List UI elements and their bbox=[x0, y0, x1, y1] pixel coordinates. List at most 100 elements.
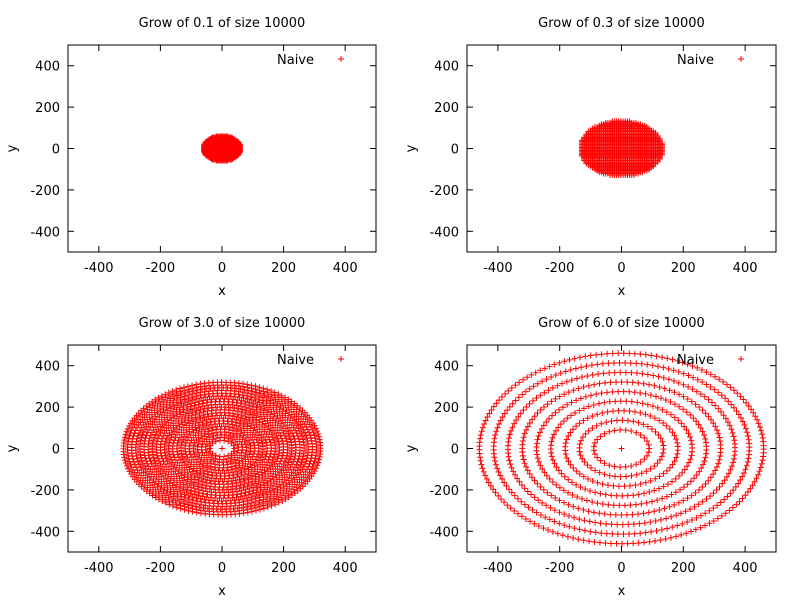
data-point bbox=[707, 493, 714, 500]
data-point bbox=[166, 451, 173, 458]
data-point bbox=[177, 411, 184, 418]
data-point bbox=[586, 518, 593, 525]
data-point bbox=[610, 502, 617, 509]
data-point bbox=[282, 435, 289, 442]
data-point bbox=[649, 498, 656, 505]
data-point bbox=[248, 397, 255, 404]
data-point bbox=[564, 415, 571, 422]
data-point bbox=[228, 418, 235, 425]
x-tick-label: -400 bbox=[84, 561, 114, 576]
data-point bbox=[742, 492, 749, 499]
data-point bbox=[621, 502, 628, 509]
data-point bbox=[295, 464, 302, 471]
data-point bbox=[651, 463, 658, 470]
data-point bbox=[688, 441, 695, 448]
data-point bbox=[692, 489, 699, 496]
x-tick-label: -200 bbox=[545, 561, 575, 576]
y-tick-label: 0 bbox=[451, 443, 459, 458]
data-point bbox=[744, 432, 751, 439]
data-point bbox=[613, 540, 620, 547]
data-point bbox=[531, 494, 538, 501]
data-point bbox=[295, 435, 302, 442]
data-point bbox=[566, 356, 573, 363]
data-point bbox=[756, 423, 763, 430]
data-point bbox=[745, 436, 752, 443]
y-tick-label: 400 bbox=[434, 60, 459, 75]
data-point bbox=[246, 451, 253, 458]
data-point bbox=[617, 464, 624, 471]
data-point bbox=[251, 470, 258, 477]
data-point bbox=[680, 406, 687, 413]
data-point bbox=[731, 437, 738, 444]
data-point bbox=[282, 455, 289, 462]
data-point bbox=[647, 519, 654, 526]
data-point bbox=[546, 415, 553, 422]
data-point bbox=[137, 437, 144, 444]
x-axis-label: x bbox=[618, 584, 626, 599]
data-point bbox=[585, 382, 592, 389]
data-point bbox=[727, 490, 734, 497]
data-point bbox=[142, 435, 149, 442]
data-point bbox=[200, 424, 207, 431]
data-point bbox=[544, 489, 551, 496]
data-point bbox=[643, 499, 650, 506]
data-point bbox=[247, 442, 254, 449]
data-point bbox=[259, 490, 266, 497]
data-point bbox=[288, 439, 295, 446]
data-point bbox=[235, 496, 242, 503]
data-point bbox=[173, 481, 180, 488]
data-point bbox=[207, 399, 214, 406]
data-point bbox=[270, 454, 277, 461]
data-point bbox=[512, 382, 519, 389]
data-point bbox=[728, 401, 735, 408]
data-point bbox=[573, 468, 580, 475]
data-point bbox=[241, 465, 248, 472]
data-point bbox=[597, 520, 604, 527]
data-point bbox=[624, 379, 631, 386]
data-point bbox=[197, 469, 204, 476]
data-point bbox=[164, 407, 171, 414]
data-point bbox=[579, 374, 586, 381]
data-point bbox=[298, 430, 305, 437]
data-point bbox=[614, 521, 621, 528]
data-point bbox=[622, 463, 629, 470]
data-point bbox=[726, 507, 733, 514]
data-point bbox=[632, 501, 639, 508]
data-point bbox=[687, 478, 694, 485]
data-point bbox=[571, 525, 578, 532]
y-tick-label: 400 bbox=[35, 360, 60, 375]
data-point bbox=[519, 452, 526, 459]
data-point bbox=[252, 398, 259, 405]
data-point bbox=[258, 451, 265, 458]
data-point bbox=[561, 473, 568, 480]
data-point bbox=[557, 421, 564, 428]
data-point bbox=[580, 384, 587, 391]
data-point bbox=[757, 464, 764, 471]
data-point bbox=[549, 412, 556, 419]
data-point bbox=[730, 487, 737, 494]
data-point bbox=[573, 375, 580, 382]
data-point bbox=[656, 384, 663, 391]
data-point bbox=[628, 472, 635, 479]
legend: Naive bbox=[277, 53, 344, 68]
data-point bbox=[724, 493, 731, 500]
data-point bbox=[586, 538, 593, 545]
data-point bbox=[602, 540, 609, 547]
data-point bbox=[608, 521, 615, 528]
data-point bbox=[576, 448, 583, 455]
data-point bbox=[137, 454, 144, 461]
data-point bbox=[243, 495, 250, 502]
data-point bbox=[171, 490, 178, 497]
data-point bbox=[154, 452, 161, 459]
data-point bbox=[223, 458, 230, 465]
data-point bbox=[253, 483, 260, 490]
data-point bbox=[558, 470, 565, 477]
data-point bbox=[733, 501, 740, 508]
data-point bbox=[736, 498, 743, 505]
data-point bbox=[121, 457, 128, 464]
data-point bbox=[195, 440, 202, 447]
y-axis-label: y bbox=[5, 144, 20, 152]
data-point bbox=[626, 350, 633, 357]
data-point bbox=[619, 417, 626, 424]
data-point bbox=[191, 439, 198, 446]
